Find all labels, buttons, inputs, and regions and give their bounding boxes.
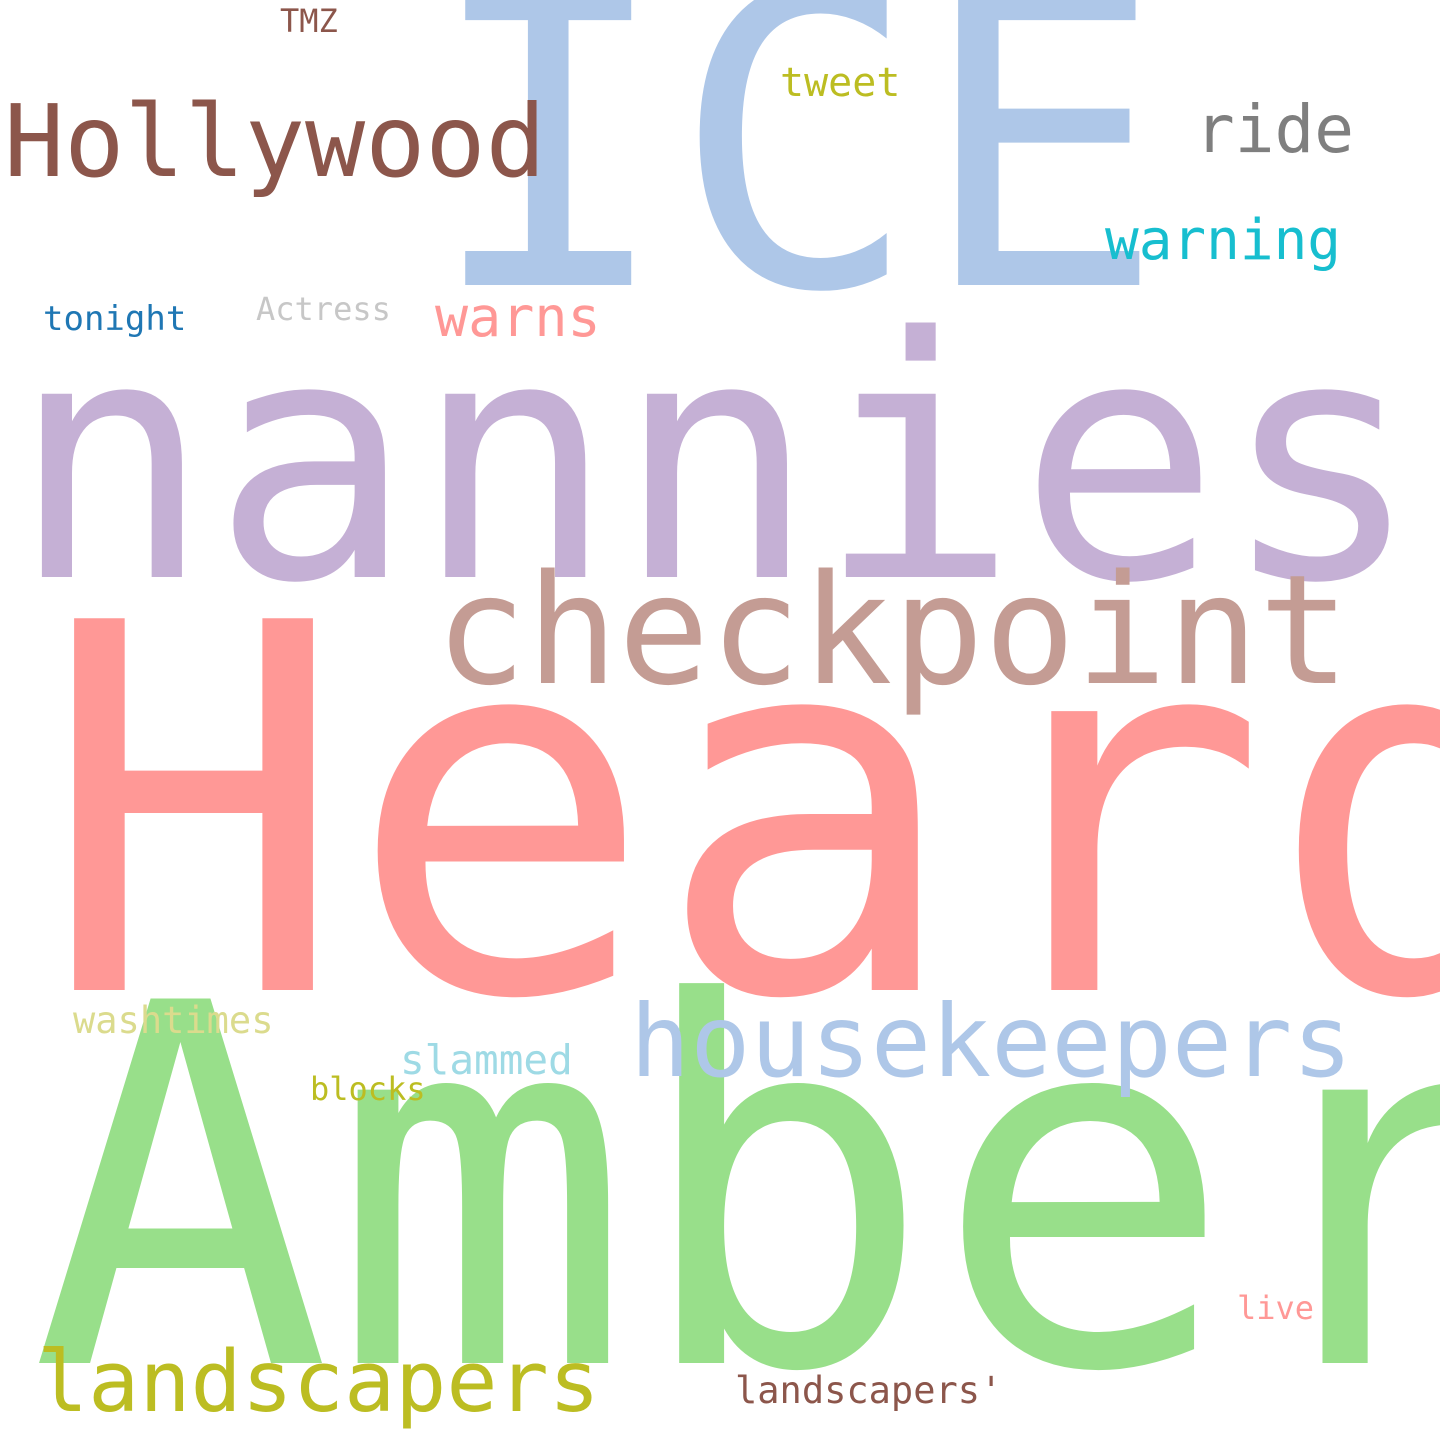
word-checkpoint: checkpoint	[435, 542, 1351, 719]
word-warning: warning	[1105, 208, 1342, 273]
word-tonight: tonight	[43, 299, 187, 339]
word-warns: warns	[435, 285, 601, 349]
word-live: live	[1237, 1289, 1315, 1327]
word-ride: ride	[1195, 91, 1354, 168]
word-tweet: tweet	[780, 60, 901, 106]
word-heard: Heard	[40, 518, 1440, 1111]
word-housekeepers: housekeepers	[630, 983, 1353, 1100]
word-amber: Amber	[30, 899, 1440, 1440]
word-hollywood: Hollywood	[4, 83, 546, 200]
word-landscapers-possessive: landscapers'	[735, 1369, 1003, 1412]
word-tmz: TMZ	[280, 2, 338, 40]
word-landscapers: landscapers	[37, 1333, 600, 1432]
word-ice: ICE	[425, 0, 1166, 382]
word-nannies: nannies	[10, 267, 1422, 657]
word-blocks: blocks	[310, 1070, 426, 1108]
word-slammed: slammed	[400, 1036, 573, 1084]
word-actress: Actress	[256, 290, 391, 328]
word-washtimes: washtimes	[73, 999, 274, 1042]
